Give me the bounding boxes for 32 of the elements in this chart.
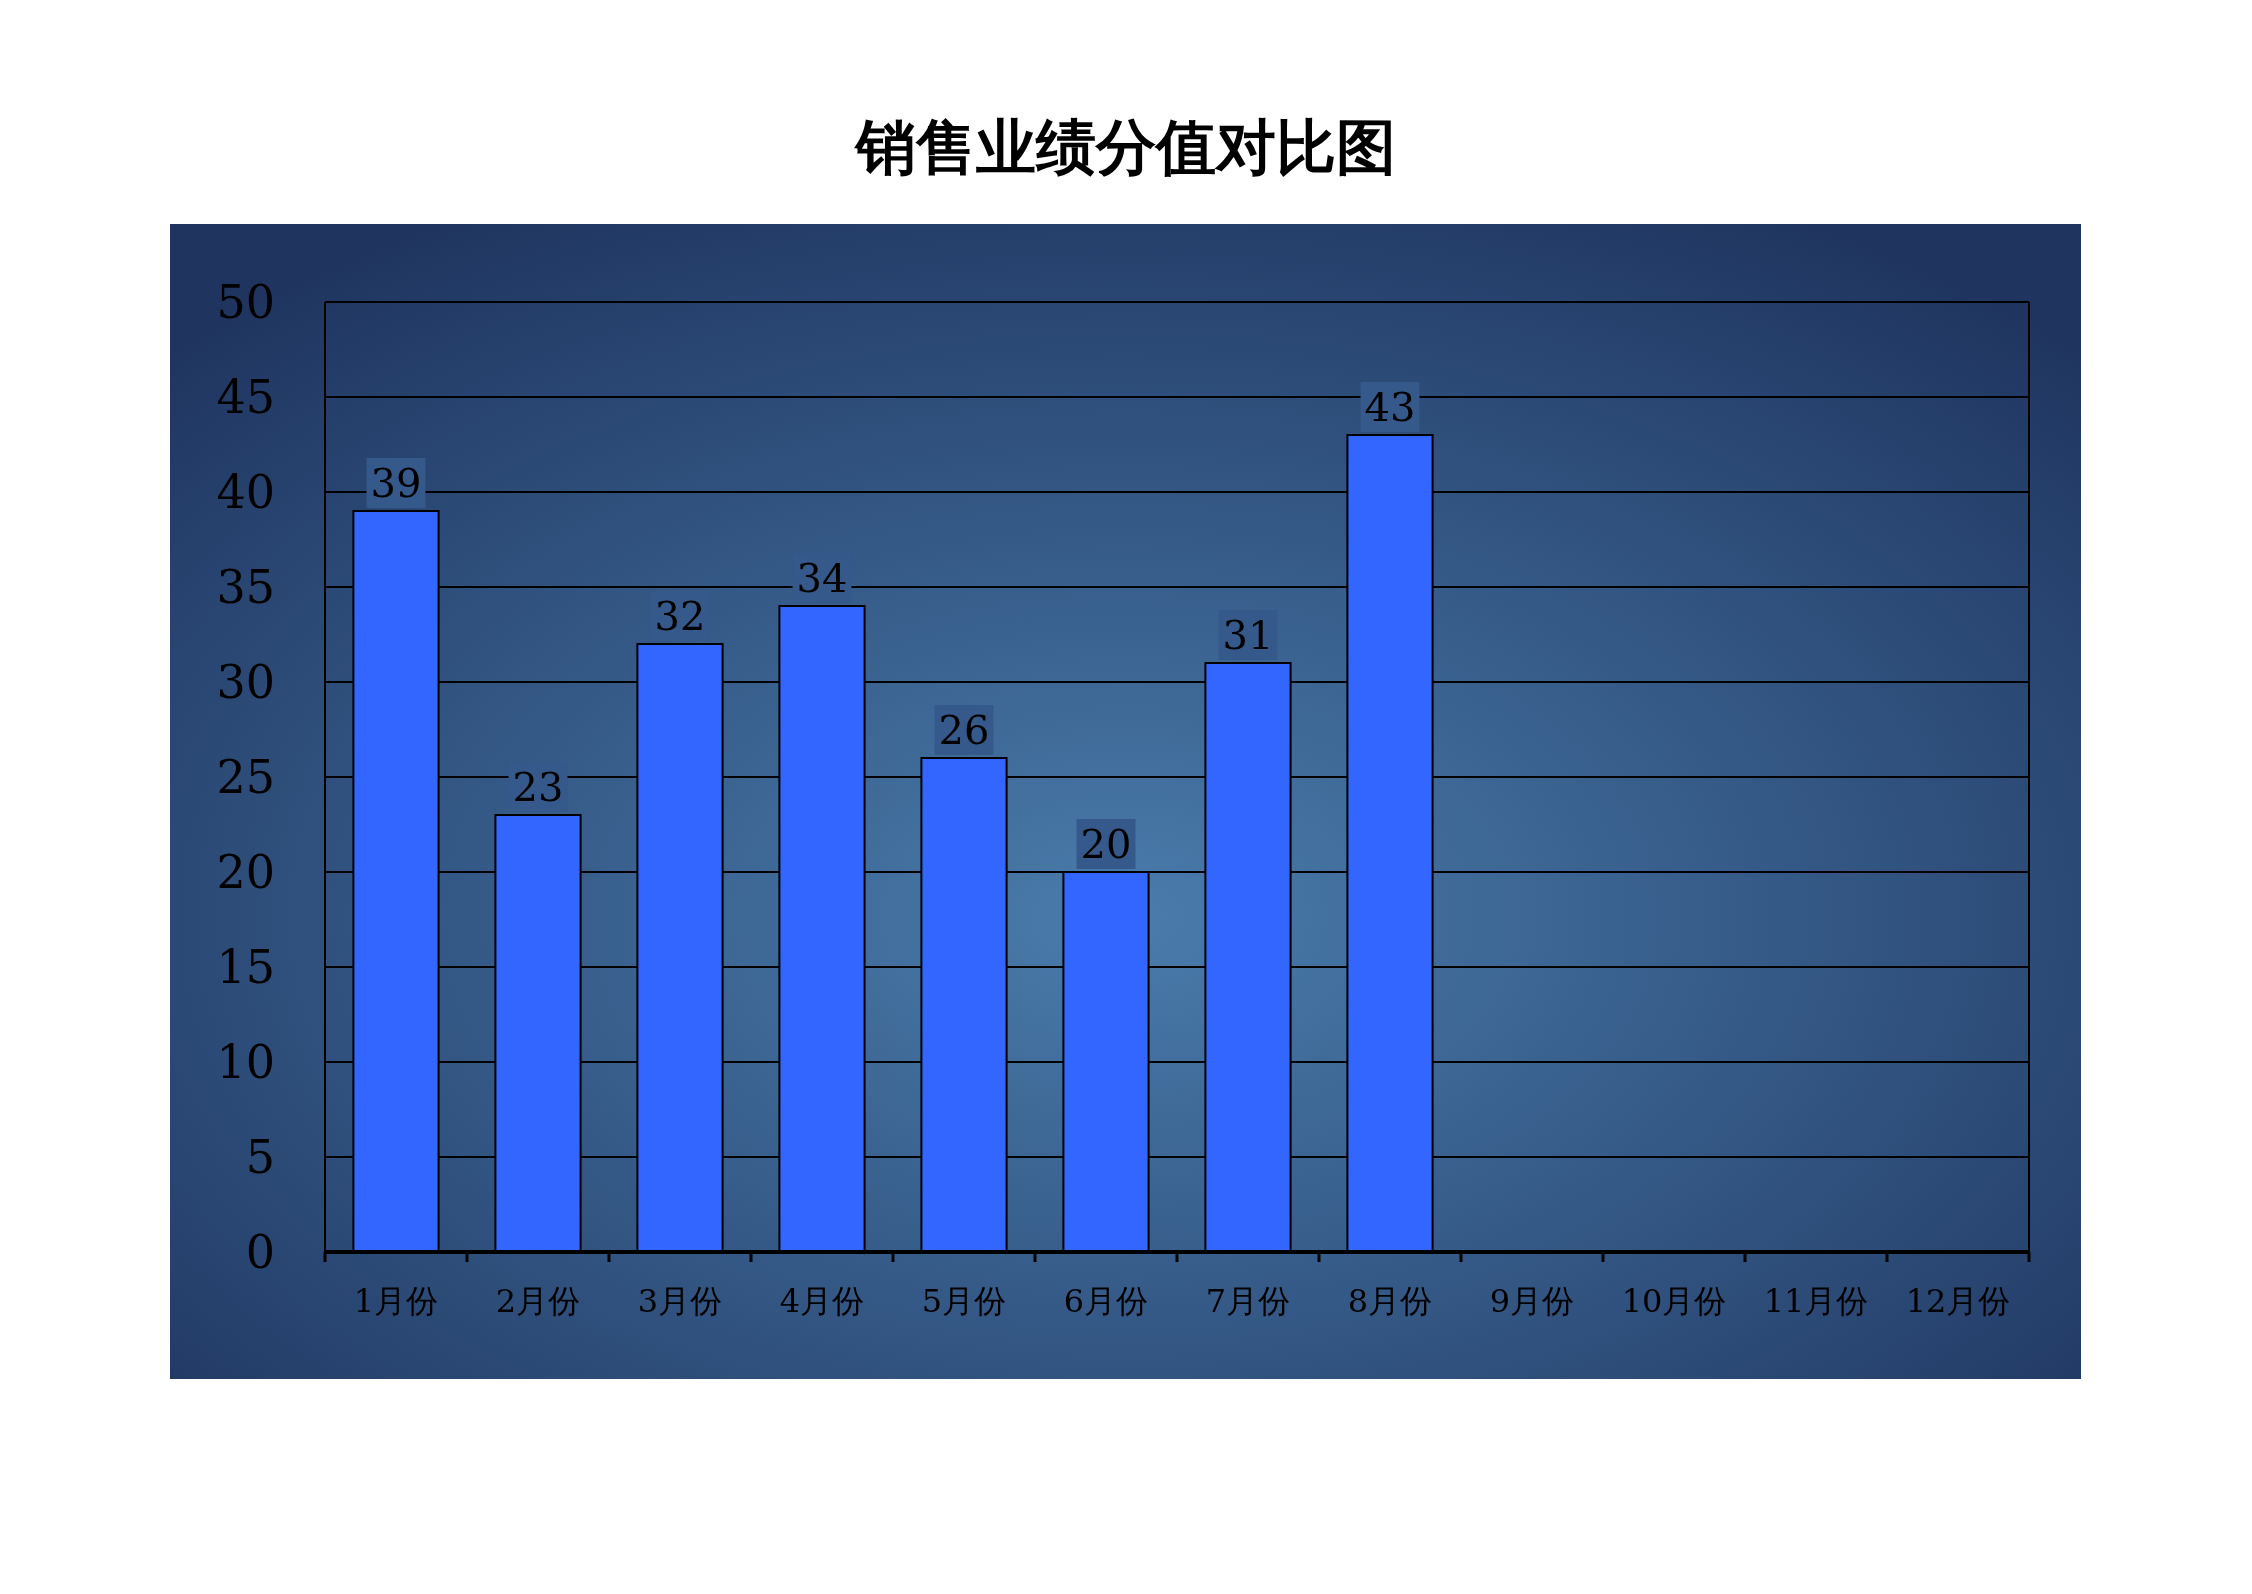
x-tick-label: 11月份 [1763,1282,1869,1320]
x-tick-label: 6月份 [1063,1282,1149,1320]
y-tick-label: 15 [216,940,275,994]
x-tick-label: 2月份 [495,1282,581,1320]
y-tick-label: 20 [216,845,275,899]
y-tick-label: 35 [216,560,275,614]
x-tick-label: 8月份 [1347,1282,1433,1320]
x-tick-label: 10月份 [1621,1282,1727,1320]
y-tick-label: 50 [216,275,275,329]
data-label: 23 [512,764,564,810]
data-label: 39 [370,460,422,506]
x-tick-label: 9月份 [1489,1282,1575,1320]
data-label: 20 [1080,821,1132,867]
data-label: 31 [1222,612,1274,658]
x-tick-label: 1月份 [353,1282,439,1320]
y-tick-label: 30 [216,655,275,709]
x-tick-label: 12月份 [1905,1282,2011,1320]
x-tick-label: 5月份 [921,1282,1007,1320]
data-label: 43 [1364,384,1416,430]
data-label: 34 [796,555,848,601]
x-tick-label: 7月份 [1205,1282,1291,1320]
y-tick-label: 5 [245,1130,275,1184]
y-tick-label: 45 [216,370,275,424]
y-tick-label: 0 [245,1225,275,1279]
y-tick-label: 10 [216,1035,275,1089]
data-label: 26 [938,707,990,753]
data-label: 32 [654,593,706,639]
chart-title: 销售业绩分值对比图 [854,112,1396,182]
y-tick-label: 25 [216,750,275,804]
x-tick-label: 4月份 [779,1282,865,1320]
x-tick-label: 3月份 [637,1282,723,1320]
y-tick-label: 40 [216,465,275,519]
